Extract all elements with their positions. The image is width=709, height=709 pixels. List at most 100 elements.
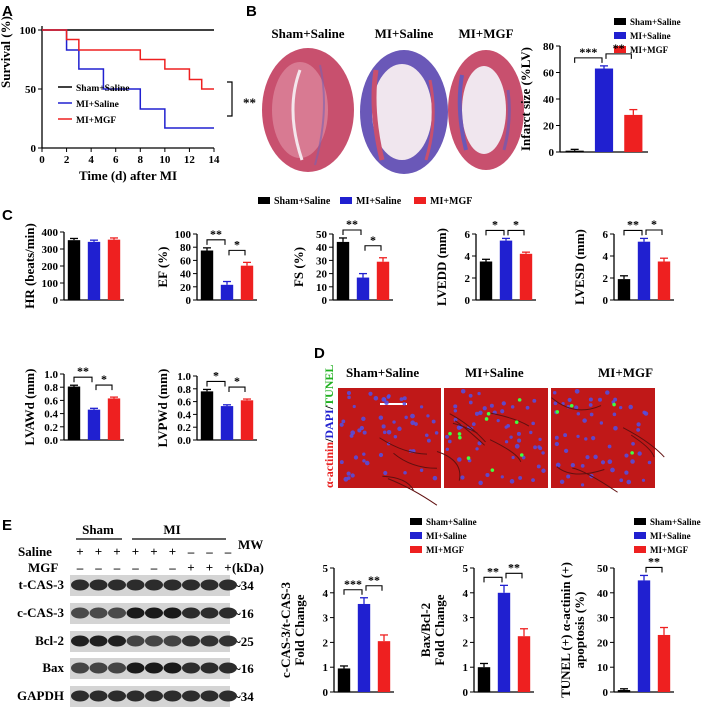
blot-band	[219, 607, 237, 619]
cas3-bar-2	[377, 641, 391, 692]
fs-ytick-label: 30	[316, 255, 328, 267]
tunel-ytick-label: 40	[597, 588, 609, 600]
blot-band	[163, 579, 182, 591]
tissue-fiber	[452, 422, 478, 434]
tunel-positive-nucleus	[486, 411, 491, 416]
fs-ytick-label: 0	[322, 295, 328, 307]
legend-mid-swatch-sham	[258, 197, 270, 204]
baxbcl2-ytick-label: 1	[463, 662, 469, 674]
lvedd-ytick-label: 4	[465, 251, 471, 263]
dapi-nucleus	[605, 390, 610, 395]
heart-label-sham: Sham+Saline	[271, 26, 344, 41]
lvpwd-ylabel: LVPWd (mm)	[155, 369, 170, 448]
dapi-nucleus	[432, 475, 438, 481]
dapi-nucleus	[489, 403, 494, 408]
blot-band	[108, 662, 126, 674]
dapi-nucleus	[630, 459, 635, 464]
dapi-nucleus	[600, 460, 606, 465]
lvpwd-sig-bracket	[206, 380, 226, 387]
group-label-mi: MI	[163, 522, 180, 537]
treatment-signs: + + + + + + – – –– – – – – – + + +	[76, 544, 232, 575]
blot-band	[71, 579, 89, 591]
survival-xtick-label: 10	[159, 154, 171, 166]
dapi-nucleus	[516, 431, 521, 436]
legend-e2-swatch-mi-saline	[634, 532, 646, 539]
tunel-label-mi-mgf: MI+MGF	[598, 365, 653, 380]
dapi-nucleus	[510, 405, 515, 409]
tunel-bar-2	[657, 634, 671, 692]
lvawd-ytick-label: 0.2	[44, 422, 58, 434]
infarct-sig-label: **	[613, 41, 625, 55]
lvpwd-sig-label: *	[234, 374, 240, 388]
dapi-nucleus	[559, 479, 565, 485]
lvesd-sig-label: **	[627, 217, 639, 231]
baxbcl2-ylabel: Fold Change	[432, 594, 447, 665]
infarct-bar-1	[594, 68, 614, 152]
dapi-nucleus	[474, 411, 479, 416]
lvedd-bar-2	[519, 253, 533, 300]
dapi-nucleus	[350, 430, 356, 436]
blot-label: c-CAS-3	[17, 605, 64, 620]
blot-band	[200, 690, 219, 702]
baxbcl2-ytick-label: 4	[463, 588, 469, 600]
lvawd-bar-0	[67, 386, 81, 440]
cas3-sig-bracket	[365, 585, 383, 591]
dapi-nucleus	[457, 457, 462, 462]
dapi-nucleus	[424, 433, 429, 438]
dapi-nucleus	[500, 409, 505, 414]
tunel-sig-bracket	[645, 566, 663, 573]
dapi-nucleus	[506, 423, 510, 428]
dapi-nucleus	[399, 397, 404, 402]
dapi-nucleus	[607, 459, 613, 464]
lvawd-chart: 0.00.20.40.60.81.0 ***LVAWd (mm)	[22, 364, 124, 447]
hr-ytick-label: 100	[42, 278, 59, 290]
blot-band	[200, 662, 219, 674]
ef-bar-1	[220, 284, 234, 300]
blot-band	[163, 607, 182, 619]
dapi-nucleus	[576, 412, 581, 416]
dapi-nucleus	[647, 460, 652, 465]
dapi-nucleus	[582, 418, 587, 423]
cas3-sig-bracket	[343, 589, 363, 595]
dapi-nucleus	[362, 452, 366, 456]
infarct-bar-0	[565, 150, 584, 152]
blot-band	[89, 579, 108, 591]
legend-e1-swatch-mi-saline	[410, 532, 422, 539]
tunel-positive-nucleus	[457, 432, 462, 436]
hr-bar-1	[87, 241, 101, 300]
lvpwd-sig-bracket	[228, 386, 246, 393]
dapi-nucleus	[553, 401, 558, 406]
lvesd-ylabel: LVESD (mm)	[572, 229, 587, 305]
lvawd-sig-label: **	[77, 364, 89, 378]
tunel-positive-nucleus	[490, 468, 495, 472]
legend-b-swatch-mi-saline	[614, 32, 626, 39]
tissue-fiber	[572, 467, 618, 493]
dapi-nucleus	[563, 433, 568, 438]
hr-ytick-label: 400	[42, 227, 59, 239]
ef-sig-bracket	[206, 239, 226, 245]
tissue-fiber	[436, 451, 461, 481]
blot-band	[163, 662, 182, 674]
tunel-images: Sham+Saline MI+Saline MI+MGF α-actinin/D…	[322, 365, 665, 506]
lvedd-bar-1	[499, 240, 513, 300]
lvesd-sig-label: *	[651, 217, 657, 231]
baxbcl2-sig-label: **	[508, 560, 520, 574]
tissue-fiber	[551, 397, 602, 411]
hr-ylabel: HR (beats/min)	[22, 223, 37, 309]
panel-c-label: C	[2, 207, 13, 224]
legend-e1-mi-saline: MI+Saline	[426, 531, 467, 541]
dapi-nucleus	[588, 397, 593, 402]
treatment-sign: –	[187, 544, 195, 559]
blot-band	[182, 635, 200, 647]
dapi-nucleus	[445, 434, 449, 439]
blot-band	[163, 635, 182, 647]
tissue-fiber	[379, 437, 428, 455]
dapi-nucleus	[426, 438, 431, 443]
blot-band	[89, 690, 108, 702]
blot-band	[71, 690, 89, 702]
fs-ylabel: FS (%)	[291, 247, 306, 287]
dapi-nucleus	[500, 475, 504, 479]
treatment-sign: +	[132, 544, 139, 559]
survival-legend-label: MI+MGF	[76, 116, 116, 126]
